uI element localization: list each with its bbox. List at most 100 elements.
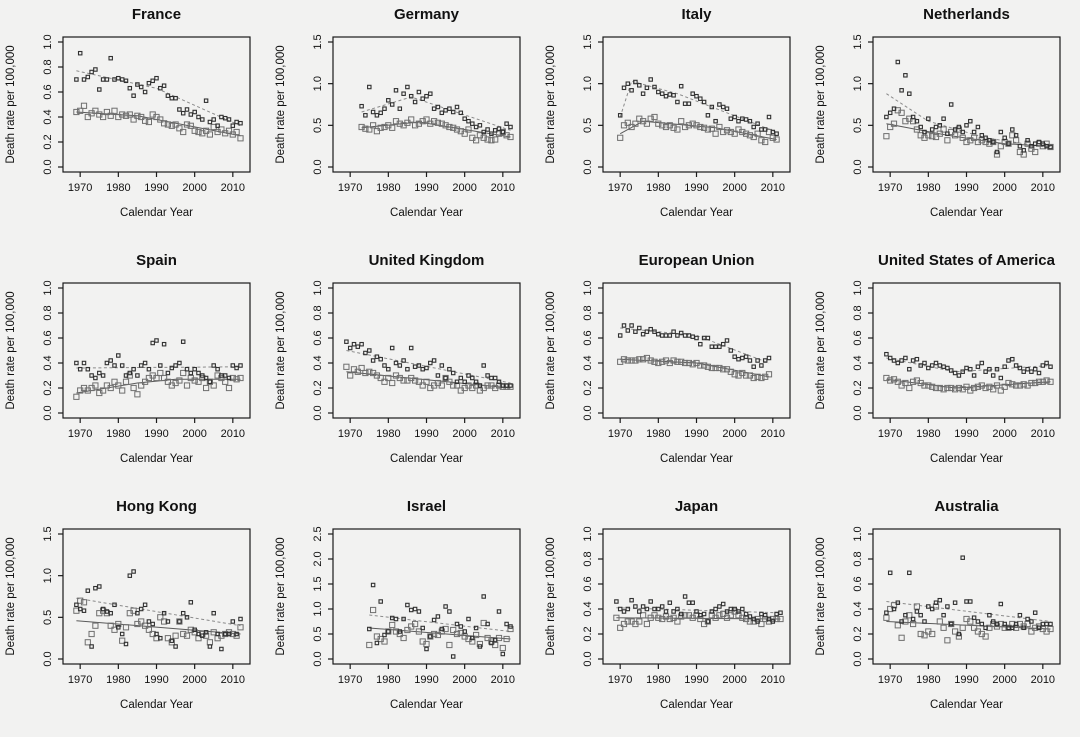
marker — [115, 620, 122, 628]
marker — [416, 363, 422, 368]
marker — [694, 93, 699, 99]
marker — [720, 601, 726, 607]
marker — [188, 370, 194, 376]
marker — [1039, 378, 1046, 385]
marker — [1024, 140, 1031, 147]
marker — [926, 116, 931, 121]
marker — [720, 104, 726, 110]
marker — [462, 629, 467, 634]
marker — [648, 77, 653, 82]
marker — [165, 93, 171, 98]
marker — [644, 606, 650, 612]
marker — [131, 569, 136, 574]
marker — [913, 126, 921, 133]
y-axis-label: Death rate per 100,000 — [815, 45, 827, 163]
marker — [1029, 143, 1034, 149]
marker — [431, 358, 437, 363]
marker — [412, 99, 418, 105]
marker — [397, 629, 403, 634]
chart-svg-germany: Germany 1970 1980 1990 2000 2010 0.0 0.5 1.0 1.5 D… — [275, 6, 521, 219]
marker — [891, 606, 897, 612]
marker — [974, 138, 982, 146]
marker — [670, 614, 677, 621]
y-tick-label: 0.8 — [582, 551, 594, 566]
marker — [755, 121, 760, 126]
panel-title: Spain — [136, 252, 177, 269]
marker — [709, 344, 715, 349]
marker — [344, 339, 349, 344]
marker — [122, 112, 130, 119]
marker — [994, 366, 1000, 372]
y-axis-label: Death rate per 100,000 — [275, 291, 287, 409]
marker — [894, 622, 901, 629]
marker — [489, 131, 494, 136]
marker — [496, 609, 502, 614]
marker — [405, 366, 410, 372]
marker — [423, 640, 430, 648]
y-tick-label: 0.5 — [42, 610, 54, 625]
marker — [750, 374, 757, 382]
marker — [219, 114, 224, 120]
marker — [173, 644, 178, 649]
x-axis-label: Calendar Year — [660, 207, 733, 219]
marker — [488, 137, 495, 144]
marker — [990, 619, 996, 624]
marker — [716, 612, 723, 619]
marker — [940, 126, 947, 133]
y-tick-label: 0.8 — [312, 305, 324, 320]
x-tick-label: 2010 — [761, 182, 785, 194]
marker — [917, 630, 924, 638]
marker — [1021, 148, 1026, 153]
y-tick-label: 0.0 — [852, 651, 864, 666]
marker — [454, 621, 460, 627]
x-tick-label: 1970 — [338, 428, 362, 440]
marker — [968, 366, 973, 372]
marker — [477, 123, 483, 128]
marker — [1035, 378, 1043, 385]
marker — [401, 616, 406, 622]
marker — [647, 115, 654, 122]
marker — [929, 127, 935, 132]
marker — [617, 624, 624, 631]
marker — [750, 133, 757, 141]
marker — [690, 91, 695, 96]
marker — [127, 370, 133, 376]
marker — [165, 619, 171, 624]
marker — [355, 344, 361, 349]
marker — [921, 632, 928, 639]
marker — [168, 122, 175, 129]
marker — [1006, 141, 1011, 146]
marker — [164, 635, 172, 642]
marker — [389, 345, 395, 351]
marker — [362, 125, 369, 132]
y-axis: 0.0 0.5 1.0 1.5 — [312, 34, 333, 175]
marker — [698, 341, 703, 347]
marker — [656, 89, 661, 95]
marker — [485, 127, 490, 132]
marker — [732, 354, 737, 359]
marker — [503, 132, 510, 139]
marker — [894, 378, 901, 385]
marker — [123, 373, 129, 378]
marker — [997, 143, 1004, 150]
marker — [431, 106, 437, 111]
marker — [404, 119, 411, 126]
marker — [450, 382, 457, 389]
y-axis: 0.0 0.2 0.4 0.6 0.8 1.0 — [42, 280, 63, 421]
marker — [1017, 143, 1023, 149]
marker — [492, 128, 498, 133]
x-axis-label: Calendar Year — [930, 699, 1003, 711]
marker — [438, 382, 445, 389]
marker — [184, 366, 190, 372]
panel-title: Japan — [675, 498, 718, 515]
marker — [1040, 621, 1046, 627]
marker — [964, 365, 969, 371]
panel-european-union: European Union 1970 1980 1990 2000 2010 0.0 0.2… — [540, 246, 810, 491]
marker — [405, 602, 410, 608]
plot-box — [602, 36, 791, 173]
x-axis: 1970 1980 1990 2000 2010 — [608, 418, 785, 440]
y-tick-label: 0.4 — [42, 355, 54, 370]
marker — [363, 113, 368, 118]
marker — [192, 109, 197, 115]
marker — [453, 126, 461, 133]
